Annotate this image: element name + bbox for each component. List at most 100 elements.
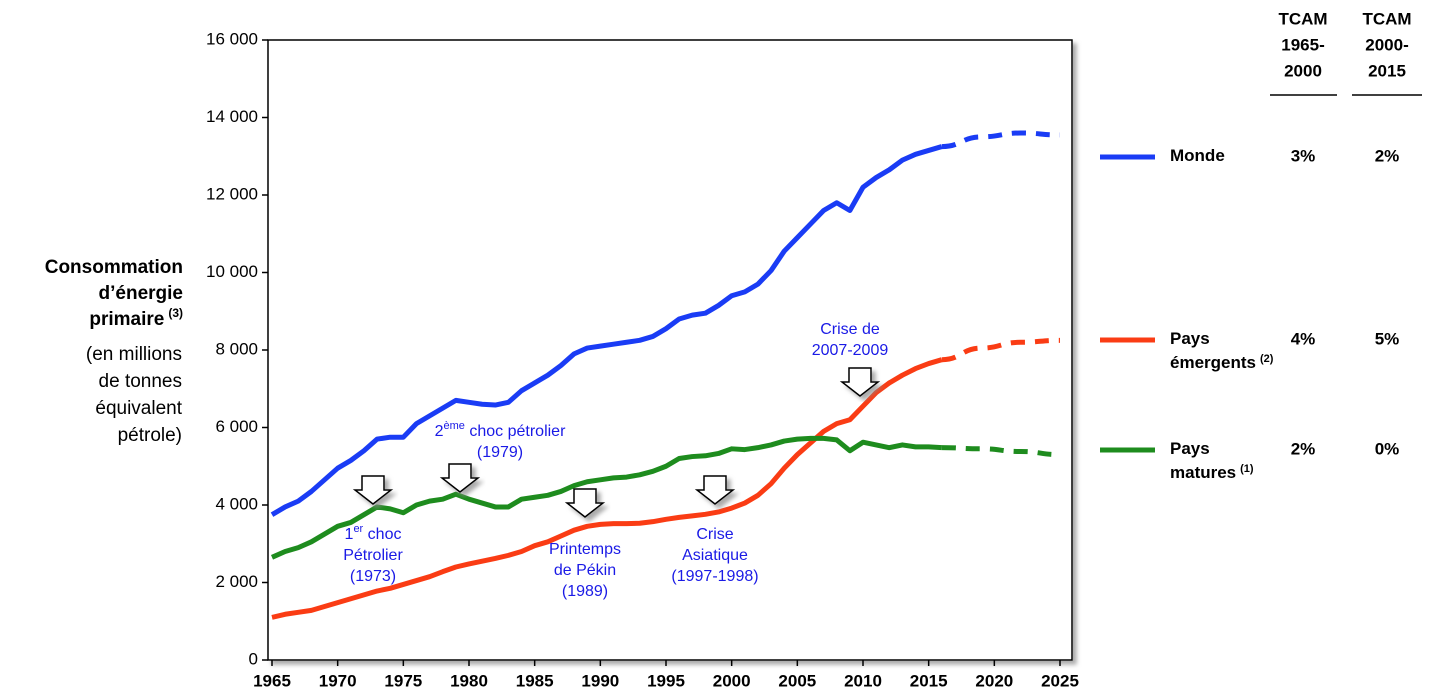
annotation-text: 2 bbox=[435, 423, 444, 440]
x-tick-label: 1985 bbox=[516, 671, 554, 690]
y-tick-label: 14 000 bbox=[206, 107, 258, 126]
legend-label: émergents (2) bbox=[1170, 353, 1274, 373]
annotation: Printemps bbox=[549, 541, 621, 558]
y-tick-label: 10 000 bbox=[206, 262, 258, 281]
tcam-header: TCAM bbox=[1278, 9, 1327, 28]
annotation-text: er bbox=[353, 523, 363, 535]
projection-line bbox=[941, 445, 1061, 458]
x-tick-label: 1975 bbox=[384, 671, 422, 690]
y-tick-label: 0 bbox=[249, 649, 258, 668]
annotation-text: de Pékin bbox=[554, 562, 616, 579]
y-label-text: primaire bbox=[89, 309, 164, 330]
x-tick-label: 1995 bbox=[647, 671, 685, 690]
plot-frame bbox=[267, 39, 1073, 661]
annotation-text: Crise de bbox=[820, 321, 880, 338]
legend-text: Monde bbox=[1170, 146, 1225, 165]
y-tick-label: 12 000 bbox=[206, 184, 258, 203]
annotation-text: (1989) bbox=[562, 583, 608, 600]
projection-line bbox=[941, 130, 1061, 150]
tcam-header: TCAM bbox=[1362, 9, 1411, 28]
annotation-text: Asiatique bbox=[682, 547, 748, 564]
series-line bbox=[271, 357, 943, 620]
annotation: 1er choc bbox=[345, 523, 402, 543]
x-tick-label: 2025 bbox=[1041, 671, 1079, 690]
legend-note: (2) bbox=[1260, 353, 1274, 365]
legend-label: Pays bbox=[1170, 329, 1210, 348]
tcam-value: 5% bbox=[1375, 329, 1400, 348]
annotation-text: Printemps bbox=[549, 541, 621, 558]
y-label: équivalent bbox=[95, 398, 182, 419]
legend-text: émergents bbox=[1170, 353, 1256, 372]
y-label: (en millions bbox=[86, 344, 182, 365]
annotation: (1989) bbox=[562, 583, 608, 600]
tcam-header: 2000 bbox=[1284, 61, 1322, 80]
annotation-text: Crise bbox=[696, 526, 733, 543]
y-label-text: Consommation bbox=[45, 257, 183, 278]
tcam-header: 2000- bbox=[1365, 35, 1408, 54]
annotation: (1997-1998) bbox=[671, 568, 758, 585]
arrow bbox=[564, 488, 606, 518]
tcam-header: 2015 bbox=[1368, 61, 1406, 80]
legend-text: Pays bbox=[1170, 329, 1210, 348]
projection-line bbox=[941, 337, 1061, 363]
annotation-text: 1 bbox=[345, 526, 354, 543]
annotation-text: choc bbox=[363, 526, 401, 543]
arrow bbox=[694, 475, 736, 505]
tcam-header: 1965- bbox=[1281, 35, 1324, 54]
legend-label: Monde bbox=[1170, 146, 1225, 165]
arrow bbox=[352, 475, 394, 505]
series-line bbox=[270, 435, 942, 560]
annotation: Crise bbox=[696, 526, 733, 543]
annotation-text: Pétrolier bbox=[343, 547, 403, 564]
tcam-value: 4% bbox=[1291, 329, 1316, 348]
annotation-text: choc pétrolier bbox=[465, 423, 566, 440]
annotation-text: (1973) bbox=[350, 568, 396, 585]
x-tick-label: 1980 bbox=[450, 671, 488, 690]
y-tick-label: 16 000 bbox=[206, 29, 258, 48]
x-tick-label: 2005 bbox=[778, 671, 816, 690]
arrow bbox=[839, 367, 881, 397]
y-tick-label: 2 000 bbox=[215, 572, 258, 591]
annotation: 2007-2009 bbox=[812, 342, 889, 359]
x-tick-label: 2000 bbox=[713, 671, 751, 690]
tcam-value: 0% bbox=[1375, 439, 1400, 458]
y-label: primaire (3) bbox=[89, 306, 183, 330]
x-tick-label: 2015 bbox=[910, 671, 948, 690]
x-tick-label: 2020 bbox=[975, 671, 1013, 690]
annotation: de Pékin bbox=[554, 562, 616, 579]
legend-text: Pays bbox=[1170, 439, 1210, 458]
y-label: pétrole) bbox=[118, 425, 182, 446]
legend-label: Pays bbox=[1170, 439, 1210, 458]
legend-text: matures bbox=[1170, 463, 1236, 482]
annotation-text: ème bbox=[444, 420, 465, 432]
x-tick-label: 1970 bbox=[319, 671, 357, 690]
annotation-text: 2007-2009 bbox=[812, 342, 889, 359]
annotation: Crise de bbox=[820, 321, 880, 338]
y-tick-label: 4 000 bbox=[215, 494, 258, 513]
y-label-note: (3) bbox=[168, 306, 183, 320]
x-tick-label: 1990 bbox=[581, 671, 619, 690]
y-tick-label: 6 000 bbox=[215, 417, 258, 436]
y-label: d’énergie bbox=[99, 283, 183, 304]
legend-label: matures (1) bbox=[1170, 463, 1254, 483]
annotation: (1979) bbox=[477, 444, 523, 461]
y-tick-label: 8 000 bbox=[215, 339, 258, 358]
x-tick-label: 2010 bbox=[844, 671, 882, 690]
annotation: Asiatique bbox=[682, 547, 748, 564]
annotation-text: (1997-1998) bbox=[671, 568, 758, 585]
annotation-text: (1979) bbox=[477, 444, 523, 461]
y-label: de tonnes bbox=[99, 371, 182, 392]
tcam-value: 2% bbox=[1291, 439, 1316, 458]
annotation: 2ème choc pétrolier bbox=[435, 420, 566, 440]
series-line bbox=[270, 144, 943, 517]
arrow bbox=[439, 463, 481, 493]
annotation: (1973) bbox=[350, 568, 396, 585]
y-label-text: d’énergie bbox=[99, 283, 183, 304]
annotation: Pétrolier bbox=[343, 547, 403, 564]
tcam-value: 3% bbox=[1291, 146, 1316, 165]
legend-note: (1) bbox=[1240, 463, 1254, 475]
y-label: Consommation bbox=[45, 257, 183, 278]
tcam-value: 2% bbox=[1375, 146, 1400, 165]
x-tick-label: 1965 bbox=[253, 671, 291, 690]
